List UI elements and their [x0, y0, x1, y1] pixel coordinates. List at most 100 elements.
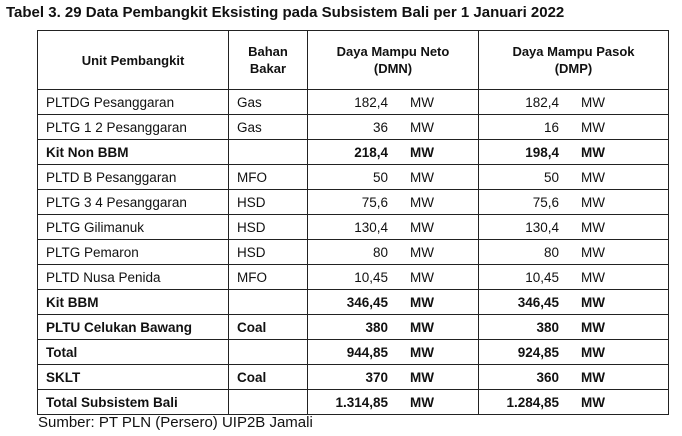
dmp-value: 182,4 — [525, 94, 559, 110]
header-line: Unit Pembangkit — [81, 52, 185, 68]
unit-cell: PLTD Nusa Penida — [37, 264, 229, 290]
dmn-cell: 10,45 MW — [307, 264, 479, 290]
dmp-cell: 130,4 MW — [478, 214, 669, 240]
fuel-cell: HSD — [228, 239, 308, 265]
unit-cell: Kit BBM — [37, 289, 229, 315]
table-row: PLTG Gilimanuk HSD 130,4 MW 130,4 MW — [37, 214, 669, 240]
header-line: Daya Mampu Pasok — [512, 44, 635, 59]
dmn-value: 346,45 — [346, 294, 388, 310]
unit-cell: PLTG Pemaron — [37, 239, 229, 265]
fuel-cell: HSD — [228, 189, 308, 215]
table-row: Kit BBM 346,45 MW 346,45 MW — [37, 289, 669, 315]
table-row: SKLT Coal 370 MW 360 MW — [37, 364, 669, 390]
column-header: Unit Pembangkit — [37, 30, 229, 90]
fuel-cell: Coal — [228, 314, 308, 340]
dmp-unit: MW — [581, 144, 605, 160]
dmn-cell: 370 MW — [307, 364, 479, 390]
table-title: Tabel 3. 29 Data Pembangkit Eksisting pa… — [6, 4, 565, 21]
fuel-cell: Gas — [228, 114, 308, 140]
unit-cell: Kit Non BBM — [37, 139, 229, 165]
dmn-cell: 182,4 MW — [307, 89, 479, 115]
dmp-value: 198,4 — [525, 144, 559, 160]
dmp-cell: 1.284,85 MW — [478, 389, 669, 415]
unit-cell: SKLT — [37, 364, 229, 390]
dmp-cell: 346,45 MW — [478, 289, 669, 315]
header-line: Bahan — [248, 44, 288, 59]
dmp-cell: 360 MW — [478, 364, 669, 390]
table-row: Total 944,85 MW 924,85 MW — [37, 339, 669, 365]
dmn-cell: 75,6 MW — [307, 189, 479, 215]
header-line: Daya Mampu Neto — [336, 44, 450, 59]
dmn-unit: MW — [410, 319, 434, 335]
dmp-unit: MW — [581, 169, 605, 185]
dmn-value: 944,85 — [346, 344, 388, 360]
table-row: PLTG 3 4 Pesanggaran HSD 75,6 MW 75,6 MW — [37, 189, 669, 215]
table-row: Kit Non BBM 218,4 MW 198,4 MW — [37, 139, 669, 165]
fuel-cell: Coal — [228, 364, 308, 390]
table-row: PLTG Pemaron HSD 80 MW 80 MW — [37, 239, 669, 265]
dmp-value: 360 — [536, 369, 559, 385]
table-row: PLTG 1 2 Pesanggaran Gas 36 MW 16 MW — [37, 114, 669, 140]
dmn-unit: MW — [410, 344, 434, 360]
header-line: (DMP) — [554, 61, 593, 76]
fuel-cell — [228, 289, 308, 315]
unit-cell: PLTU Celukan Bawang — [37, 314, 229, 340]
dmp-unit: MW — [581, 394, 605, 410]
dmp-cell: 198,4 MW — [478, 139, 669, 165]
dmp-unit: MW — [581, 94, 605, 110]
fuel-cell: HSD — [228, 214, 308, 240]
dmp-cell: 924,85 MW — [478, 339, 669, 365]
dmn-unit: MW — [410, 169, 434, 185]
dmp-cell: 16 MW — [478, 114, 669, 140]
table-row: Total Subsistem Bali 1.314,85 MW 1.284,85 MW — [37, 389, 669, 415]
dmn-value: 1.314,85 — [335, 394, 388, 410]
unit-cell: Total Subsistem Bali — [37, 389, 229, 415]
dmn-unit: MW — [410, 119, 434, 135]
dmp-unit: MW — [581, 219, 605, 235]
table-row: PLTD B Pesanggaran MFO 50 MW 50 MW — [37, 164, 669, 190]
dmn-unit: MW — [410, 269, 434, 285]
dmp-value: 1.284,85 — [506, 394, 559, 410]
fuel-cell — [228, 339, 308, 365]
dmp-unit: MW — [581, 294, 605, 310]
column-header: Daya Mampu Neto (DMN) — [307, 30, 479, 90]
dmp-value: 10,45 — [525, 269, 559, 285]
dmn-value: 218,4 — [354, 144, 388, 160]
header-line: (DMN) — [373, 61, 413, 76]
dmn-cell: 380 MW — [307, 314, 479, 340]
unit-cell: PLTG Gilimanuk — [37, 214, 229, 240]
dmn-cell: 218,4 MW — [307, 139, 479, 165]
dmn-unit: MW — [410, 394, 434, 410]
table-body: PLTDG Pesanggaran Gas 182,4 MW 182,4 MW PLTG 1… — [37, 89, 669, 415]
unit-cell: Total — [37, 339, 229, 365]
dmn-unit: MW — [410, 194, 434, 210]
dmn-cell: 50 MW — [307, 164, 479, 190]
fuel-cell: MFO — [228, 264, 308, 290]
dmp-unit: MW — [581, 269, 605, 285]
dmp-cell: 50 MW — [478, 164, 669, 190]
unit-cell: PLTG 1 2 Pesanggaran — [37, 114, 229, 140]
dmp-value: 75,6 — [532, 194, 559, 210]
dmp-value: 50 — [543, 169, 559, 185]
fuel-cell — [228, 389, 308, 415]
dmn-value: 370 — [365, 369, 388, 385]
dmn-cell: 80 MW — [307, 239, 479, 265]
dmp-cell: 80 MW — [478, 239, 669, 265]
table-row: PLTU Celukan Bawang Coal 380 MW 380 MW — [37, 314, 669, 340]
dmp-unit: MW — [581, 194, 605, 210]
column-header: Bahan Bakar — [228, 30, 308, 90]
dmp-unit: MW — [581, 244, 605, 260]
dmn-unit: MW — [410, 244, 434, 260]
dmp-unit: MW — [581, 119, 605, 135]
dmp-value: 924,85 — [517, 344, 559, 360]
table-row: PLTDG Pesanggaran Gas 182,4 MW 182,4 MW — [37, 89, 669, 115]
dmp-unit: MW — [581, 319, 605, 335]
data-table: Unit Pembangkit Bahan Bakar Daya Mampu Neto… — [37, 30, 669, 415]
dmp-value: 130,4 — [525, 219, 559, 235]
dmn-value: 36 — [372, 119, 388, 135]
dmn-cell: 944,85 MW — [307, 339, 479, 365]
fuel-cell — [228, 139, 308, 165]
dmn-value: 75,6 — [361, 194, 388, 210]
table-row: PLTD Nusa Penida MFO 10,45 MW 10,45 MW — [37, 264, 669, 290]
